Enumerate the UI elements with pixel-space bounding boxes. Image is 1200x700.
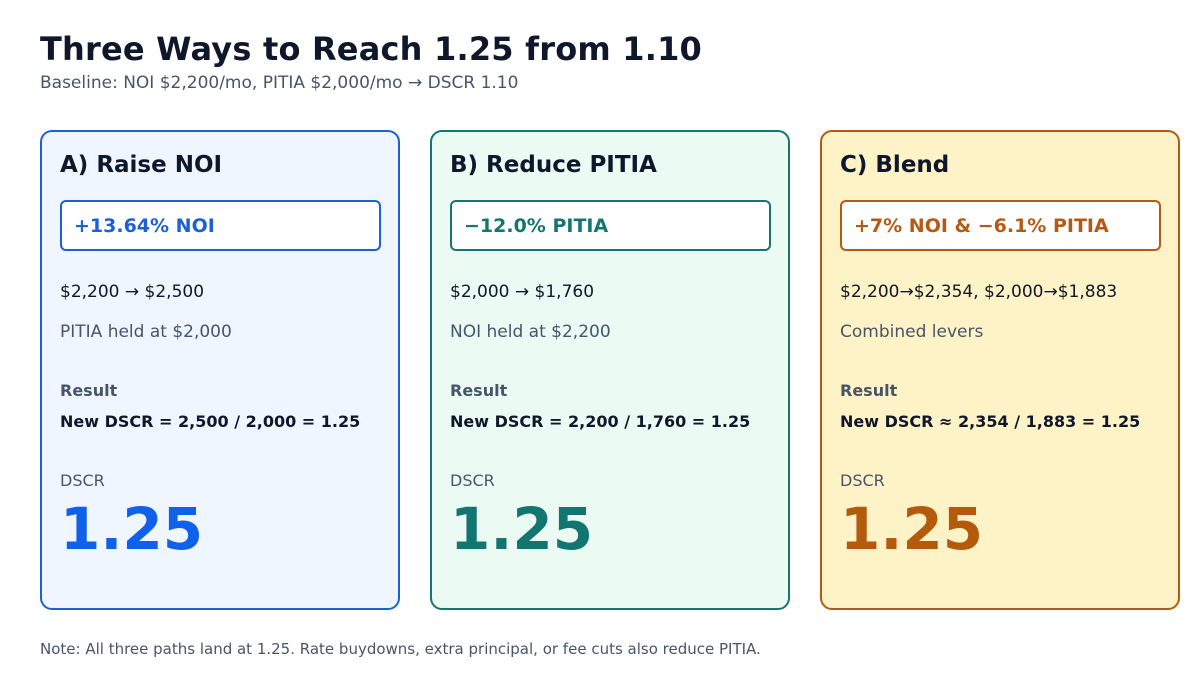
- card-blend: C) Blend +7% NOI & −6.1% PITIA $2,200→$2…: [820, 130, 1180, 610]
- lever-badge: +13.64% NOI: [60, 200, 381, 251]
- card-raise-noi: A) Raise NOI +13.64% NOI $2,200 → $2,500…: [40, 130, 400, 610]
- result-label: Result: [840, 381, 898, 400]
- lever-badge: +7% NOI & −6.1% PITIA: [840, 200, 1161, 251]
- page-title: Three Ways to Reach 1.25 from 1.10: [40, 30, 703, 68]
- footer-note: Note: All three paths land at 1.25. Rate…: [40, 640, 761, 658]
- result-formula: New DSCR = 2,500 / 2,000 = 1.25: [60, 412, 361, 431]
- card-title: A) Raise NOI: [60, 152, 223, 178]
- dscr-value: 1.25: [840, 495, 984, 563]
- dscr-label: DSCR: [450, 471, 495, 490]
- dscr-label: DSCR: [840, 471, 885, 490]
- change-text: $2,200 → $2,500: [60, 282, 205, 302]
- change-text: $2,000 → $1,760: [450, 282, 595, 302]
- held-text: NOI held at $2,200: [450, 322, 611, 342]
- held-text: Combined levers: [840, 322, 984, 342]
- card-title: C) Blend: [840, 152, 950, 178]
- held-text: PITIA held at $2,000: [60, 322, 232, 342]
- card-reduce-pitia: B) Reduce PITIA −12.0% PITIA $2,000 → $1…: [430, 130, 790, 610]
- change-text: $2,200→$2,354, $2,000→$1,883: [840, 282, 1118, 302]
- result-formula: New DSCR ≈ 2,354 / 1,883 = 1.25: [840, 412, 1141, 431]
- result-formula: New DSCR = 2,200 / 1,760 = 1.25: [450, 412, 751, 431]
- result-label: Result: [450, 381, 508, 400]
- lever-badge: −12.0% PITIA: [450, 200, 771, 251]
- dscr-label: DSCR: [60, 471, 105, 490]
- dscr-value: 1.25: [450, 495, 594, 563]
- result-label: Result: [60, 381, 118, 400]
- page-subtitle: Baseline: NOI $2,200/mo, PITIA $2,000/mo…: [40, 73, 519, 93]
- card-title: B) Reduce PITIA: [450, 152, 657, 178]
- dscr-value: 1.25: [60, 495, 204, 563]
